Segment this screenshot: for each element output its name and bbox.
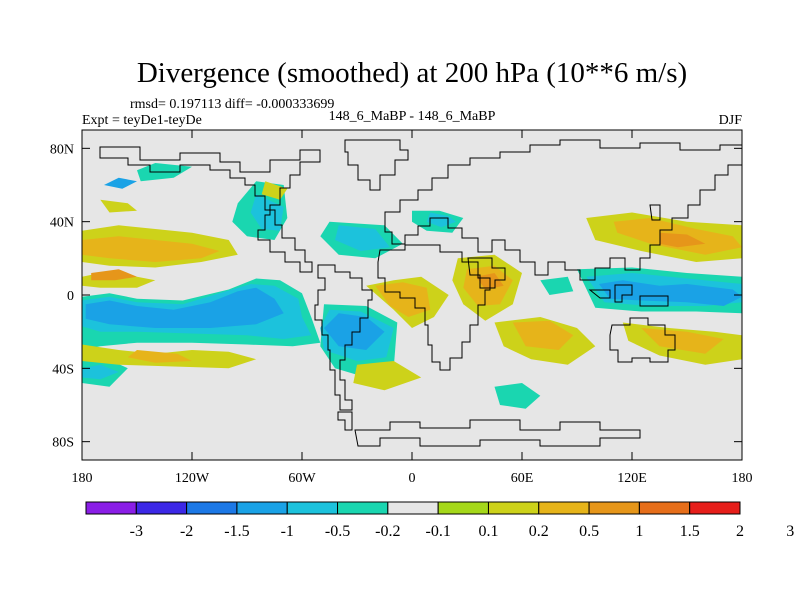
colorbar-box xyxy=(135,501,188,515)
contour-region xyxy=(512,320,574,350)
contour-region xyxy=(85,287,284,328)
colorbar-label: 0.2 xyxy=(529,523,549,540)
colorbar-label: -0.1 xyxy=(425,523,450,540)
colorbar-label: 1.5 xyxy=(680,523,700,540)
colorbar: -3 -2 -1.5 -1 -0.5 -0.2 -0.1 0.1 0.2 0.5 1 1.5 2 3 xyxy=(85,501,794,540)
africa-outline xyxy=(377,244,491,371)
colorbar-label: 0.5 xyxy=(579,523,599,540)
arabia-outline xyxy=(467,257,506,289)
colorbar-box xyxy=(538,501,590,515)
x-tick-label: 60E xyxy=(511,471,534,486)
contour-region xyxy=(494,383,541,409)
continent-outline-layer xyxy=(99,139,742,447)
contour-region xyxy=(91,269,137,281)
antarctica-outline xyxy=(354,419,641,447)
contour-region xyxy=(540,276,574,295)
x-tick-label: 0 xyxy=(409,471,416,486)
greenland-outline xyxy=(344,139,409,191)
colorbar-label: 3 xyxy=(786,523,794,540)
contour-region xyxy=(82,236,220,262)
south-america-outline xyxy=(314,264,373,411)
colorbar-box xyxy=(286,501,339,515)
maritime-continent-outline xyxy=(588,284,669,307)
colorbar-box xyxy=(186,501,238,515)
stats-text: rmsd= 0.197113 diff= -0.000333699 xyxy=(130,97,334,112)
x-tick-label: 120E xyxy=(617,471,647,486)
colorbar-box xyxy=(487,501,540,515)
y-tick-label: 40S xyxy=(52,362,74,377)
colorbar-label: -3 xyxy=(130,523,143,540)
colorbar-label: -0.5 xyxy=(325,523,350,540)
x-tick-label: 60W xyxy=(288,471,316,486)
colorbar-label: 2 xyxy=(736,523,744,540)
axis-layer: 180 120W 60W 0 60E 120E 180 80N 40N 0 40S 80S xyxy=(50,130,753,486)
chart-title: Divergence (smoothed) at 200 hPa (10**6 … xyxy=(137,57,687,89)
colorbar-label: 1 xyxy=(635,523,643,540)
x-tick-label: 120W xyxy=(175,471,210,486)
right-label: DJF xyxy=(719,113,743,128)
eurasia-outline xyxy=(384,139,742,281)
japan-outline xyxy=(649,204,661,221)
colorbar-box xyxy=(387,501,439,515)
colorbar-label: -1 xyxy=(281,523,294,540)
colorbar-label: -1.5 xyxy=(224,523,249,540)
colorbar-box xyxy=(437,501,489,515)
colorbar-box xyxy=(337,501,389,515)
contour-region xyxy=(353,361,422,391)
colorbar-label: -2 xyxy=(180,523,193,540)
colorbar-box xyxy=(236,501,288,515)
center-label: 148_6_MaBP - 148_6_MaBP xyxy=(329,109,496,124)
contour-region xyxy=(261,181,288,200)
y-tick-label: 40N xyxy=(50,216,74,231)
contour-region xyxy=(82,364,119,380)
colorbar-label: 0.1 xyxy=(478,523,498,540)
colorbar-box xyxy=(85,501,137,515)
contour-region xyxy=(100,199,137,213)
north-america-outline xyxy=(99,146,321,273)
contour-region xyxy=(599,280,742,306)
contour-region xyxy=(659,232,706,248)
australia-outline xyxy=(609,317,676,363)
x-tick-label: 180 xyxy=(732,471,753,486)
colorbar-box xyxy=(588,501,640,515)
contour-region xyxy=(426,212,456,228)
x-tick-label: 180 xyxy=(72,471,93,486)
y-tick-label: 0 xyxy=(67,289,74,304)
contour-region xyxy=(104,177,137,189)
colorbar-box xyxy=(638,501,691,515)
colorbar-label: -0.2 xyxy=(375,523,400,540)
y-tick-label: 80N xyxy=(50,142,74,157)
contour-region xyxy=(335,225,390,251)
y-tick-label: 80S xyxy=(52,436,74,451)
left-label: Expt = teyDe1-teyDe xyxy=(82,113,202,128)
colorbar-box xyxy=(689,501,741,515)
contour-region xyxy=(641,328,724,354)
contour-region xyxy=(127,350,192,363)
antarctic-peninsula-outline xyxy=(337,411,353,431)
